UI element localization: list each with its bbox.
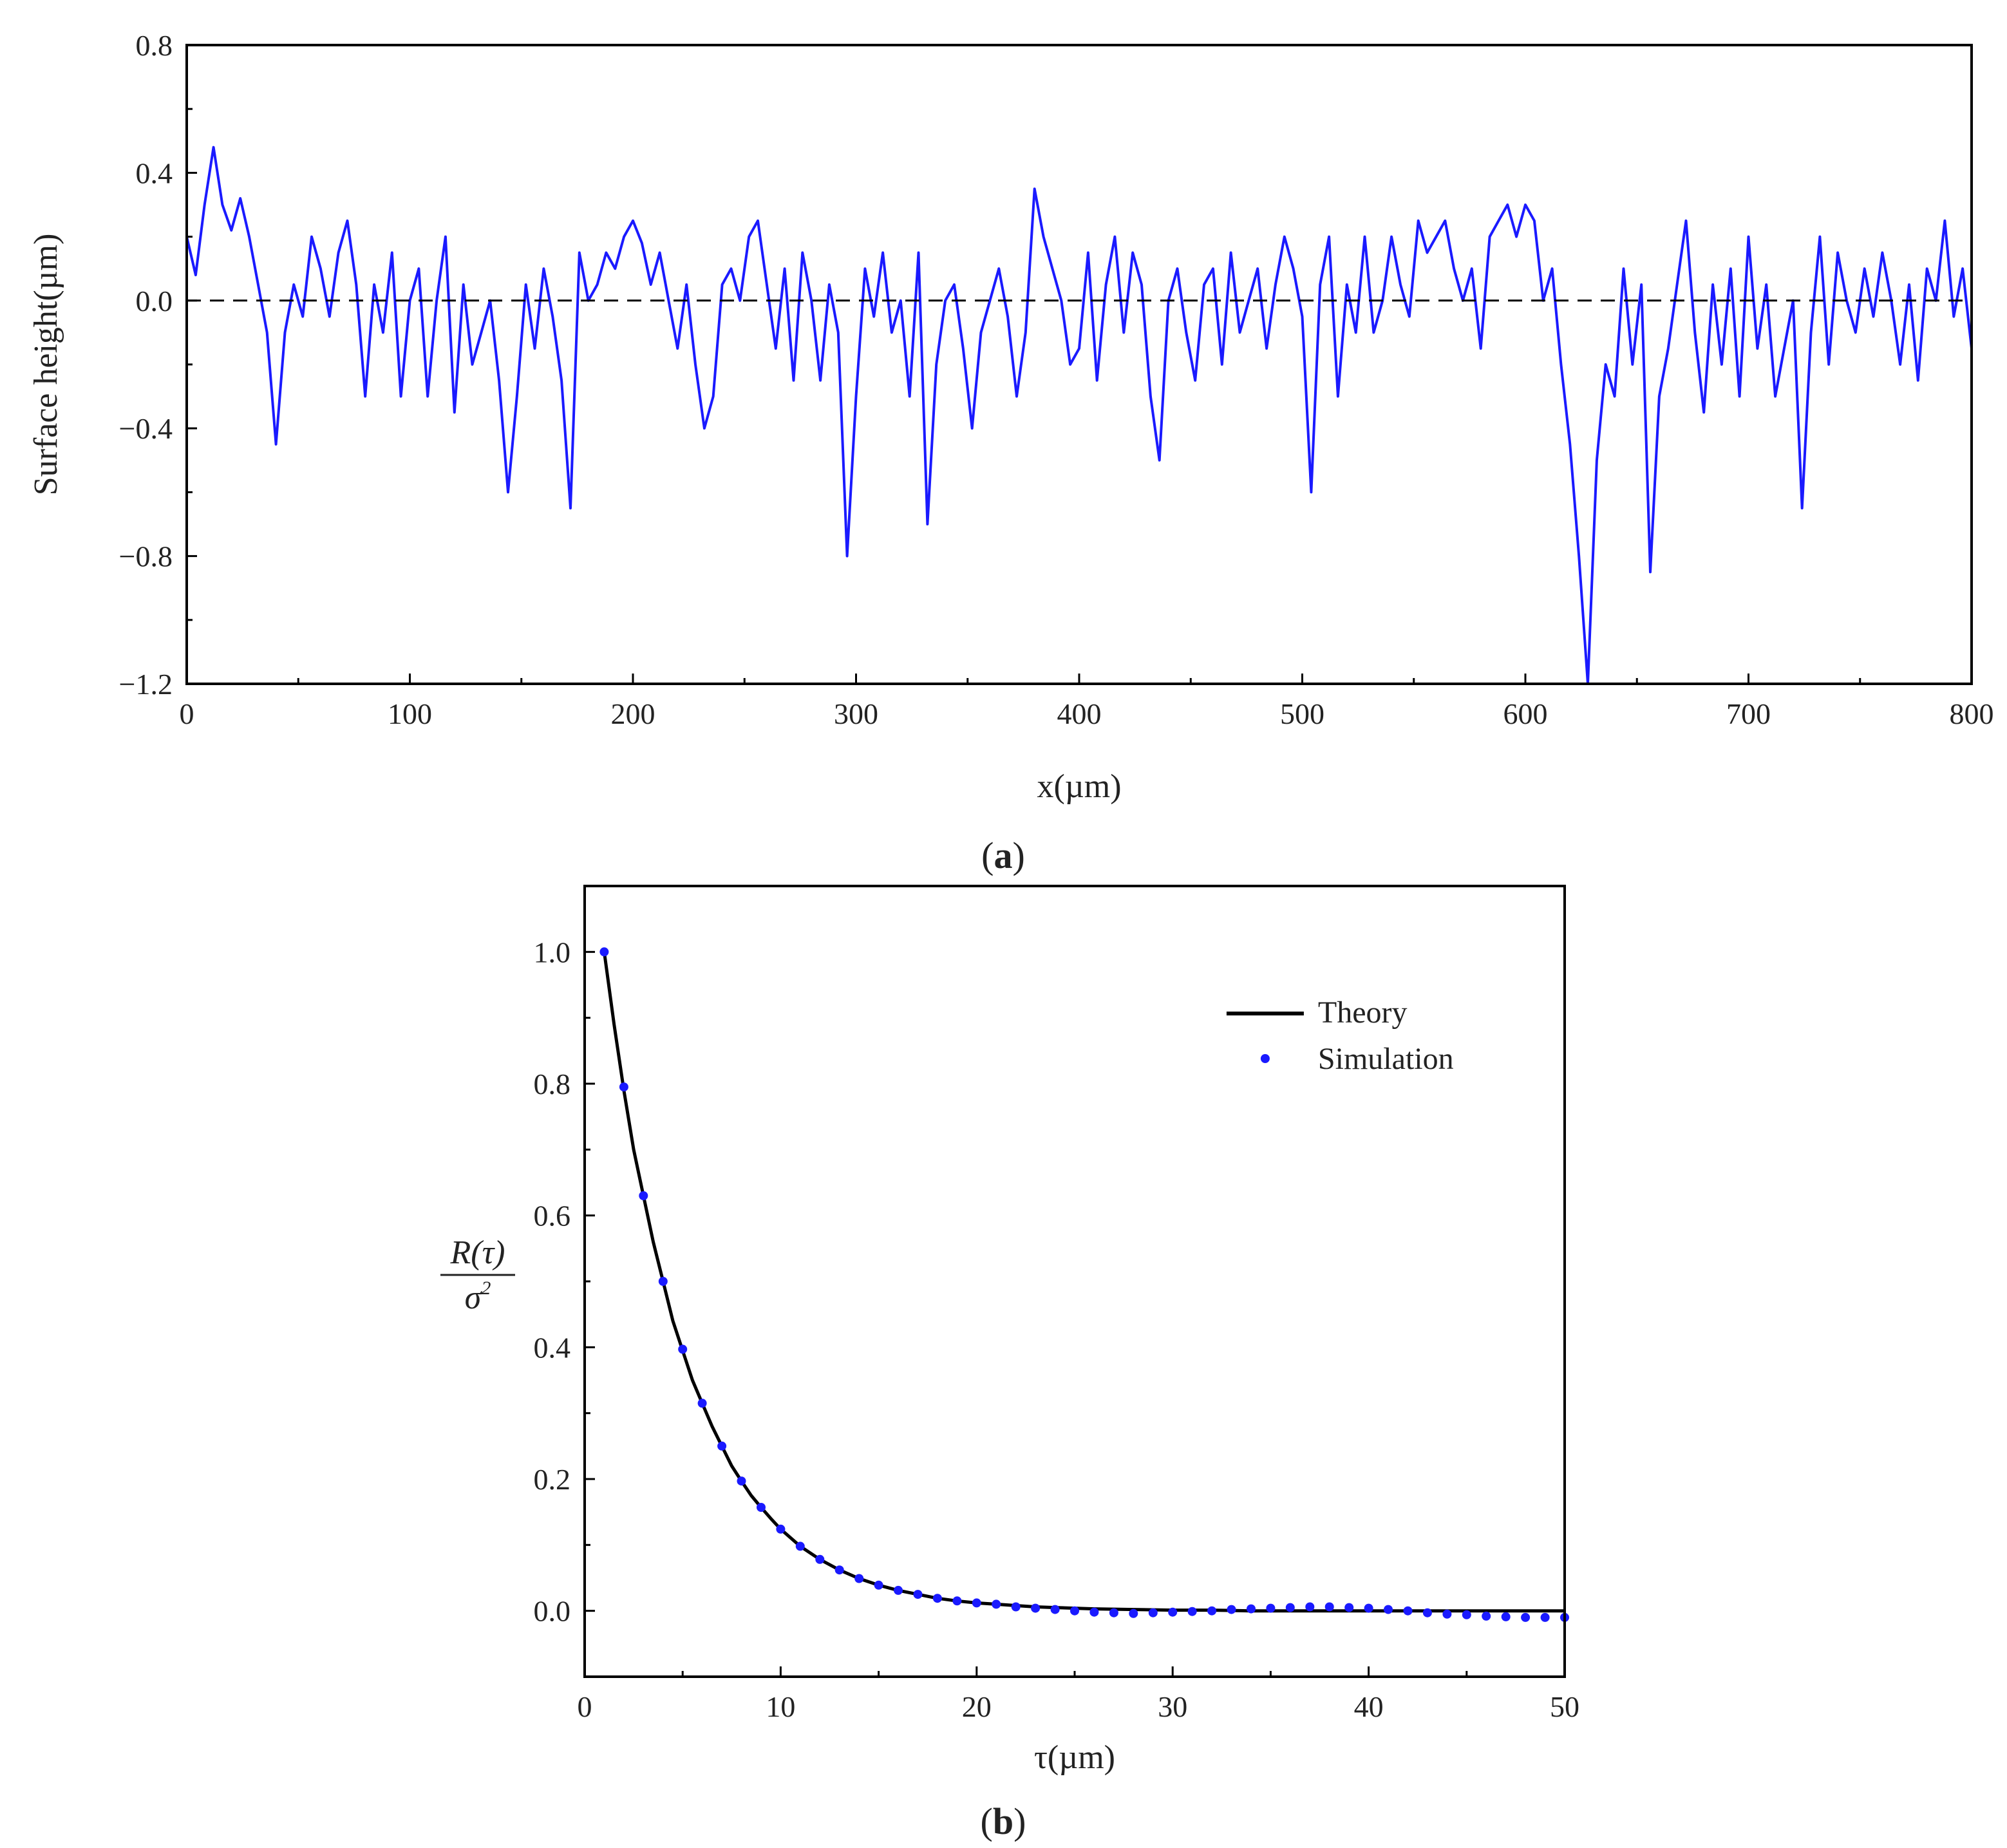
b-simulation-point — [1129, 1608, 1138, 1618]
b-y-axis-label: R(τ) σ2 — [440, 1234, 515, 1316]
panel-b-chart: 0 10 20 30 40 50 0.0 0.2 0.4 0.6 0.8 1.0 Theory Sim… — [440, 885, 1580, 1842]
b-simulation-point — [1324, 1602, 1334, 1612]
a-y-tick-label: 0.8 — [136, 29, 173, 62]
b-simulation-point — [1031, 1603, 1041, 1613]
legend-theory-label: Theory — [1318, 995, 1408, 1030]
a-y-tick-label: 0.4 — [136, 156, 173, 189]
b-simulation-point — [639, 1191, 648, 1200]
a-y-tick-label: −0.8 — [119, 540, 173, 573]
b-simulation-point — [1247, 1604, 1256, 1614]
a-ticks-layer: 0 100 200 300 400 500 600 700 800 −1.2 −0.8 −0.4 0.0… — [119, 29, 1994, 730]
b-simulation-point — [678, 1344, 688, 1354]
b-simulation-point — [834, 1565, 844, 1575]
b-x-tick-label: 20 — [962, 1690, 992, 1723]
b-simulation-point — [619, 1082, 628, 1092]
b-simulation-point — [972, 1598, 981, 1608]
b-simulation-point — [992, 1599, 1001, 1609]
b-simulation-point — [658, 1277, 668, 1286]
b-y-tick-label: 0.2 — [534, 1463, 571, 1496]
b-x-tick-label: 50 — [1550, 1690, 1579, 1723]
b-y-tick-label: 0.0 — [534, 1595, 571, 1628]
b-simulation-point — [1227, 1605, 1236, 1614]
a-x-tick-label: 700 — [1726, 697, 1771, 730]
b-simulation-point — [1148, 1608, 1158, 1617]
b-simulation-point — [1540, 1612, 1550, 1622]
b-x-tick-label: 30 — [1158, 1690, 1187, 1723]
a-y-axis-label: Surface height(µm) — [28, 234, 64, 496]
legend-simulation-marker-swatch — [1260, 1054, 1270, 1063]
b-x-tick-label: 10 — [766, 1690, 795, 1723]
b-y-tick-label: 1.0 — [534, 936, 571, 968]
a-x-tick-label: 400 — [1057, 697, 1102, 730]
b-simulation-point — [1011, 1602, 1021, 1612]
b-simulation-point — [1070, 1606, 1079, 1616]
b-simulation-point — [1168, 1607, 1178, 1617]
b-series-layer — [599, 947, 1569, 1622]
b-simulation-point — [795, 1542, 805, 1551]
a-x-axis-label: x(µm) — [1037, 768, 1121, 805]
b-simulation-point — [717, 1441, 727, 1451]
b-simulation-point — [1187, 1607, 1197, 1616]
b-simulation-point — [1501, 1612, 1511, 1621]
b-y-tick-label: 0.6 — [534, 1200, 571, 1232]
a-surface-height-line — [185, 146, 1973, 685]
a-y-tick-label: −0.4 — [119, 412, 173, 445]
b-simulation-point — [932, 1594, 942, 1603]
b-simulation-point — [599, 947, 609, 957]
a-panel-label: (a) — [981, 834, 1025, 876]
panel-a-chart: 0 100 200 300 400 500 600 700 800 −1.2 −0.8 −0.4 0.0… — [28, 29, 1994, 876]
b-ticks-layer: 0 10 20 30 40 50 0.0 0.2 0.4 0.6 0.8 1.0 — [534, 936, 1580, 1723]
b-simulation-point — [1364, 1603, 1373, 1613]
b-simulation-point — [1285, 1603, 1295, 1612]
a-series-layer — [185, 146, 1973, 685]
b-simulation-point — [854, 1574, 864, 1583]
b-simulation-point — [757, 1503, 766, 1512]
b-simulation-point — [894, 1585, 903, 1595]
b-simulation-point — [1089, 1607, 1099, 1617]
b-x-tick-label: 0 — [578, 1690, 592, 1723]
b-simulation-point — [913, 1590, 923, 1599]
a-x-tick-label: 600 — [1503, 697, 1548, 730]
b-simulation-point — [1403, 1606, 1413, 1616]
b-x-axis-label: τ(µm) — [1034, 1739, 1115, 1776]
b-simulation-point — [952, 1596, 962, 1606]
b-simulation-point — [1344, 1603, 1354, 1612]
b-simulation-point — [1305, 1602, 1315, 1612]
b-simulation-point — [1109, 1608, 1118, 1617]
a-x-tick-label: 500 — [1280, 697, 1324, 730]
legend-simulation-label: Simulation — [1318, 1042, 1454, 1076]
b-legend: Theory Simulation — [1226, 995, 1454, 1076]
b-simulation-point — [874, 1580, 883, 1590]
b-simulation-point — [815, 1554, 825, 1564]
b-y-tick-label: 0.4 — [534, 1331, 571, 1364]
b-x-tick-label: 40 — [1354, 1690, 1384, 1723]
a-x-tick-label: 0 — [180, 697, 194, 730]
a-y-tick-label: −1.2 — [119, 668, 173, 701]
b-simulation-point — [1266, 1603, 1276, 1613]
a-x-tick-label: 800 — [1950, 697, 1994, 730]
b-simulation-point — [1384, 1605, 1393, 1614]
b-simulation-point — [1482, 1611, 1491, 1621]
b-simulation-point — [776, 1524, 786, 1534]
b-simulation-point — [1521, 1612, 1531, 1622]
a-x-tick-label: 200 — [611, 697, 655, 730]
a-y-tick-label: 0.0 — [136, 285, 173, 317]
a-x-tick-label: 300 — [834, 697, 878, 730]
b-simulation-point — [1462, 1610, 1471, 1619]
b-simulation-point — [1050, 1605, 1060, 1614]
b-simulation-point — [1442, 1609, 1452, 1619]
b-y-tick-label: 0.8 — [534, 1068, 571, 1100]
b-simulation-point — [697, 1399, 707, 1408]
b-simulation-point — [1207, 1606, 1217, 1616]
a-x-tick-label: 100 — [388, 697, 432, 730]
b-panel-label: (b) — [981, 1800, 1026, 1842]
b-y-label-numerator: R(τ) — [449, 1234, 505, 1271]
b-y-label-denominator: σ2 — [465, 1278, 491, 1316]
b-simulation-point — [1422, 1608, 1432, 1617]
b-simulation-point — [737, 1476, 746, 1486]
